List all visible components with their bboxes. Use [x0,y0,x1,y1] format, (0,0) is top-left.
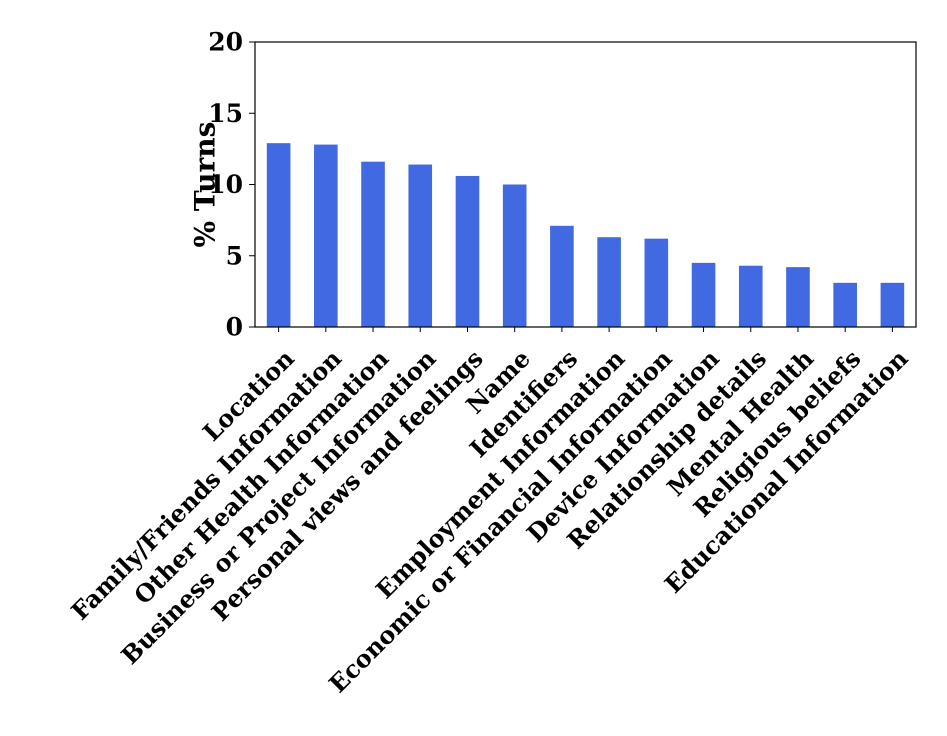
y-axis: 0 5 10 15 20 [208,28,255,342]
plot-frame [254,41,917,328]
bar [691,262,716,327]
y-tick-label: 10 [208,170,243,199]
bar [550,225,574,327]
bar [786,267,810,327]
bar [361,161,385,327]
bar [455,175,480,327]
y-tick-label: 20 [208,28,243,57]
bars-group [266,143,905,327]
bar [644,238,669,327]
y-tick-label: 15 [208,99,243,128]
y-axis-title: % Turns [189,122,222,248]
y-tick-label: 0 [226,313,243,342]
y-tick-label: 5 [226,241,243,270]
bar [597,237,621,327]
bar [502,184,527,327]
bar [266,143,291,327]
bar [880,282,905,327]
bar [738,265,763,327]
bar [314,144,338,327]
bar [833,282,857,327]
bar [408,164,433,327]
